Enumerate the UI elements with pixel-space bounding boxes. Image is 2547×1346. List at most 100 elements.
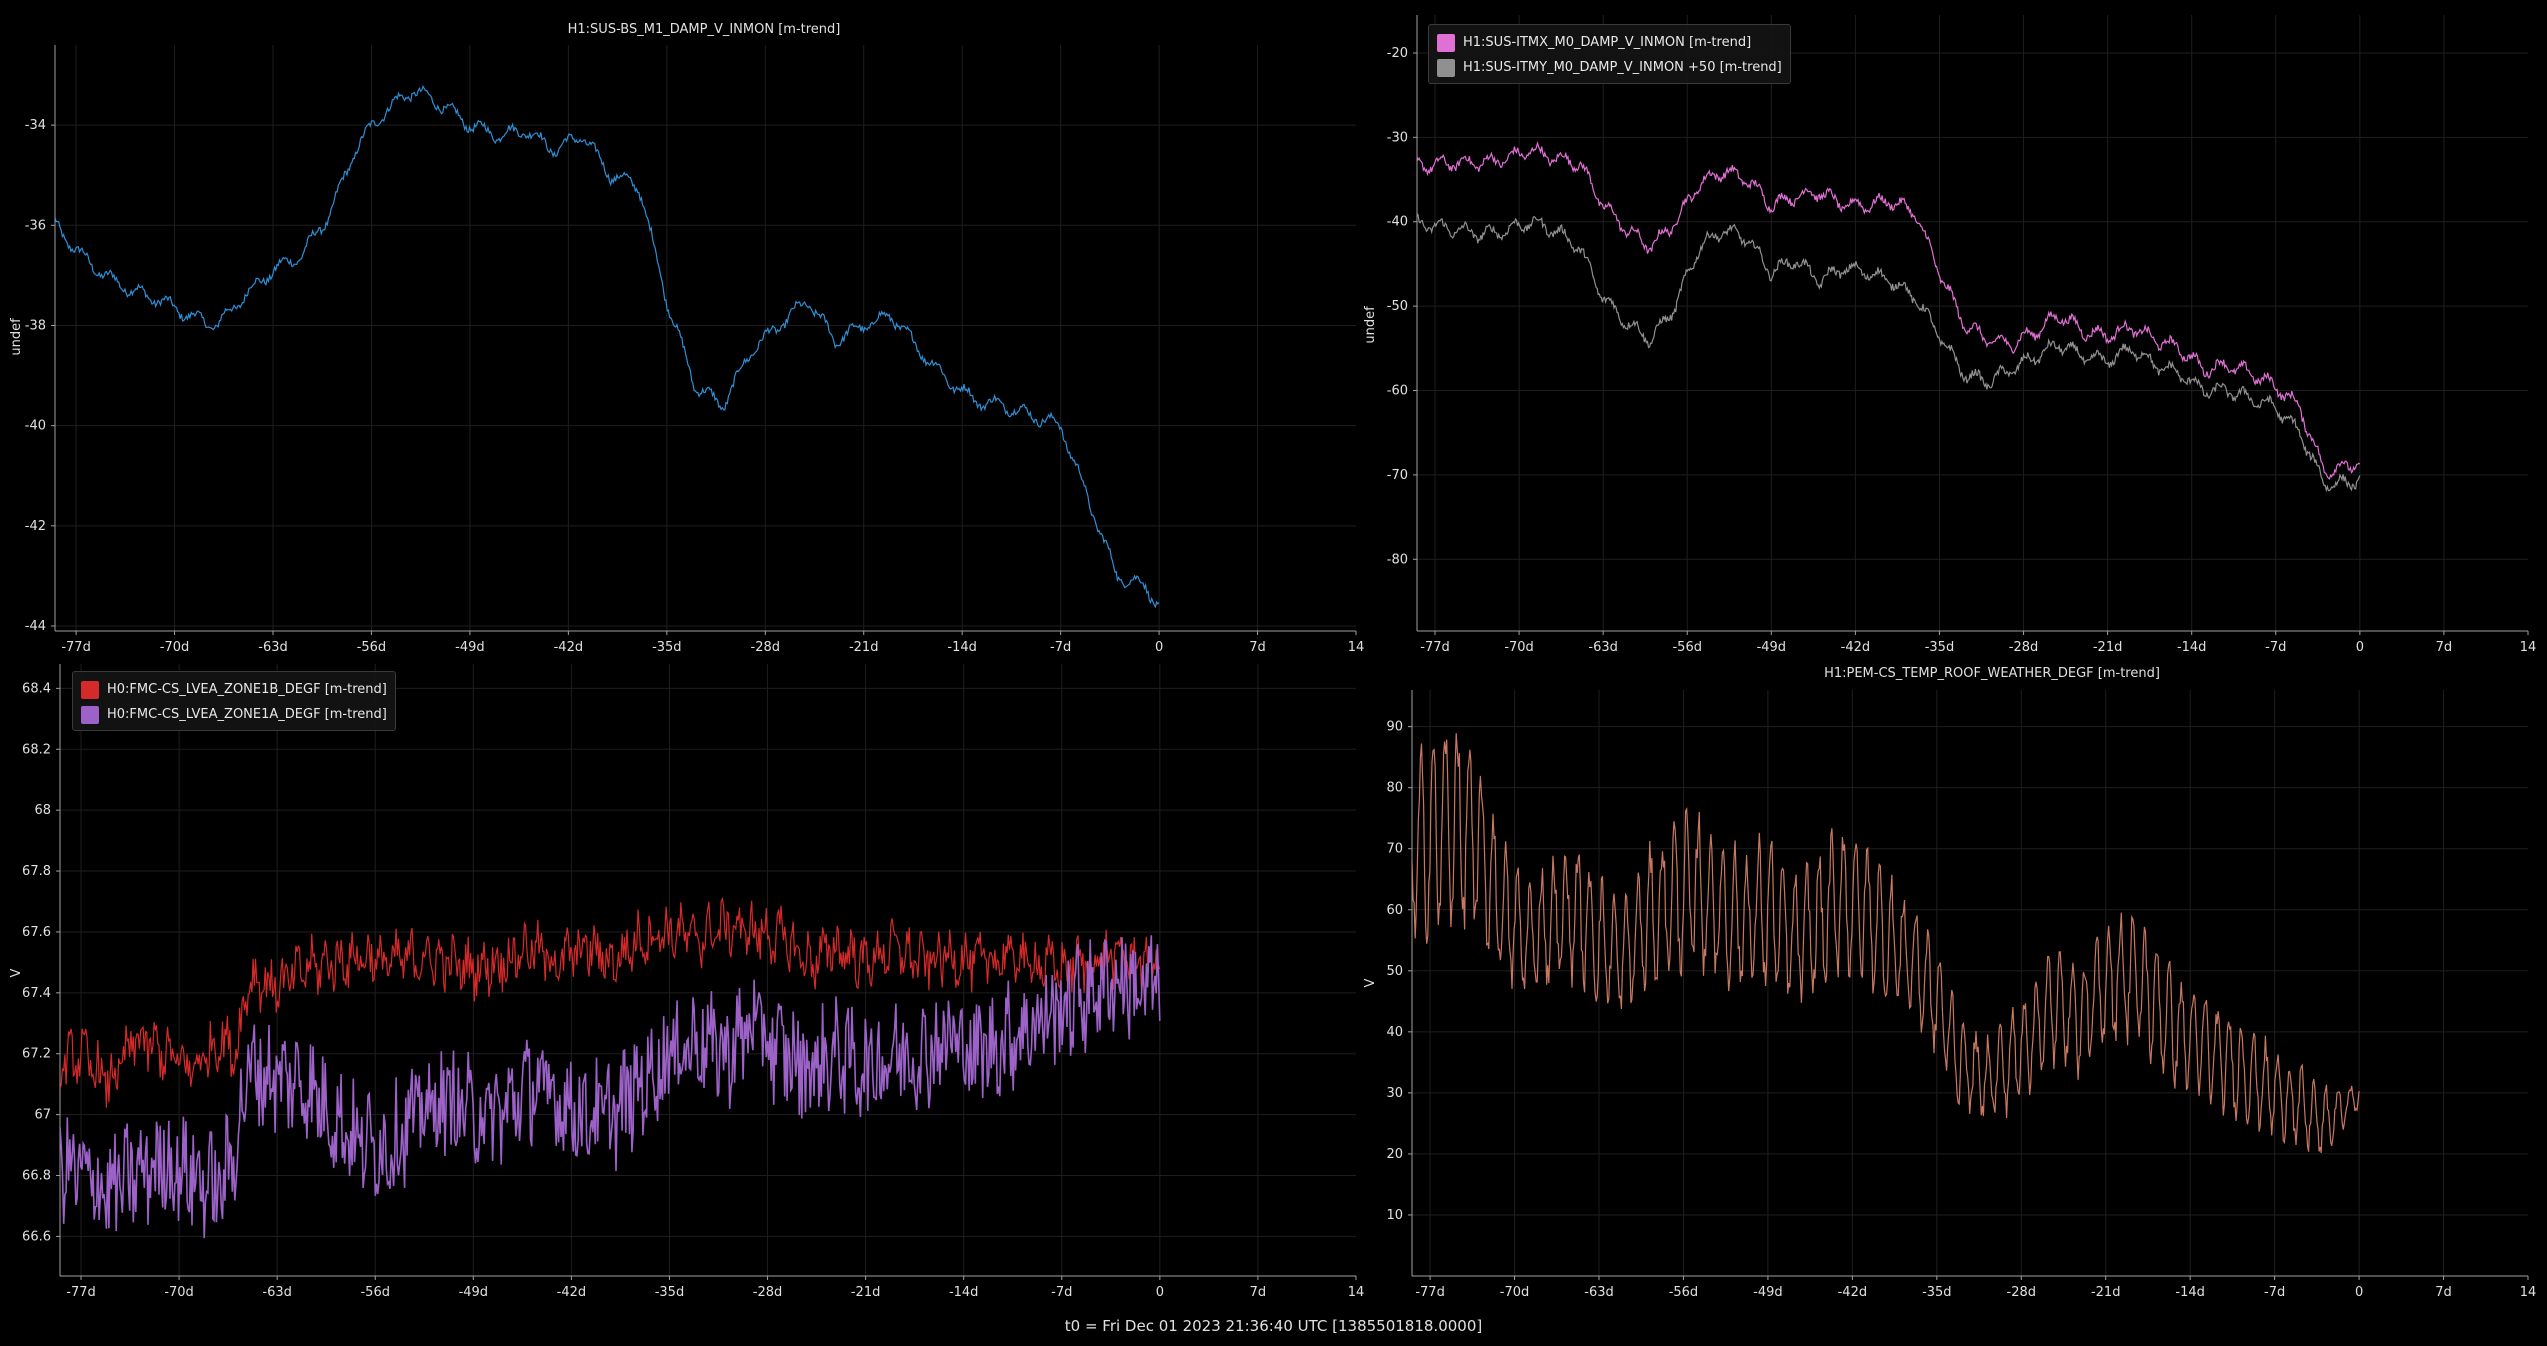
panel-1-y-tick-label: -20 <box>1387 46 1408 61</box>
panel-2-x-tick-label: 14 <box>1348 1285 1365 1300</box>
panel-3-y-tick-label: 10 <box>1386 1208 1403 1223</box>
panel-3-y-tick-label: 30 <box>1386 1086 1403 1101</box>
panel-2-y-tick-label: 67.2 <box>22 1047 51 1062</box>
legend-label-itmy: H1:SUS-ITMY_M0_DAMP_V_INMON +50 [m-trend… <box>1463 60 1782 75</box>
panel-0-x-tick-label: -42d <box>554 640 584 655</box>
panel-itm-damp: undef -77d -70d -63d -56d -49d -42d -35d -28d -2… <box>1363 15 2536 655</box>
panel-2-x-tick-label: -28d <box>753 1285 783 1300</box>
panel-3-x-tick-label: -42d <box>1838 1285 1868 1300</box>
panel-0-x-tick-label: -14d <box>947 640 977 655</box>
panel-0-y-tick-label: -34 <box>25 118 46 133</box>
panel-2-y-tick-label: 67.8 <box>22 864 51 879</box>
panel-0-ylabel: undef <box>9 318 24 356</box>
panel-2-legend: H0:FMC-CS_LVEA_ZONE1B_DEGF [m-trend] H0:… <box>72 671 396 731</box>
panel-3-y-tick-label: 60 <box>1386 903 1403 918</box>
panel-1-series-0-line <box>1417 141 2361 480</box>
panel-2-x-tick-label: -14d <box>949 1285 979 1300</box>
panel-1-x-tick-label: -70d <box>1504 640 1534 655</box>
panel-2-x-tick-label: -77d <box>66 1285 96 1300</box>
panel-2-x-tick-label: -7d <box>1051 1285 1072 1300</box>
panel-2-x-tick-label: -21d <box>851 1285 881 1300</box>
panel-3-x-tick-label: -21d <box>2091 1285 2121 1300</box>
panel-1-y-tick-label: -30 <box>1387 130 1408 145</box>
panel-2-x-tick-label: 7d <box>1250 1285 1267 1300</box>
panel-0-series-0-line <box>55 85 1160 609</box>
panel-2-y-tick-label: 68.4 <box>22 681 51 696</box>
panel-3-y-tick-label: 50 <box>1386 964 1403 979</box>
legend-item-zone1a[interactable]: H0:FMC-CS_LVEA_ZONE1A_DEGF [m-trend] <box>81 702 387 727</box>
panel-3-y-tick-label: 90 <box>1386 720 1403 735</box>
legend-label-zone1b: H0:FMC-CS_LVEA_ZONE1B_DEGF [m-trend] <box>107 682 387 697</box>
panel-1-series-1-line <box>1417 213 2361 493</box>
panel-0-x-tick-label: -70d <box>160 640 190 655</box>
panel-0-x-tick-label: -56d <box>357 640 387 655</box>
panel-0-y-tick-label: -40 <box>25 419 46 434</box>
panel-2-x-tick-label: -35d <box>655 1285 685 1300</box>
panel-0-x-tick-label: 14 <box>1348 640 1365 655</box>
panel-3-ylabel: V <box>1363 978 1378 987</box>
panel-3-x-tick-label: -63d <box>1584 1285 1614 1300</box>
panel-2-y-tick-label: 67 <box>34 1108 51 1123</box>
panel-0-x-tick-label: -7d <box>1050 640 1071 655</box>
panel-2-ylabel: V <box>9 968 24 977</box>
panel-1-x-tick-label: -77d <box>1420 640 1450 655</box>
legend-swatch-zone1a <box>81 705 99 724</box>
panel-0-title: H1:SUS-BS_M1_DAMP_V_INMON [m-trend] <box>568 22 841 37</box>
panel-3-y-tick-label: 80 <box>1386 781 1403 796</box>
panel-0-y-tick-label: -42 <box>25 519 46 534</box>
legend-label-itmx: H1:SUS-ITMX_M0_DAMP_V_INMON [m-trend] <box>1463 35 1752 50</box>
panel-1-x-tick-label: -35d <box>1925 640 1955 655</box>
panel-2-x-tick-label: -42d <box>557 1285 587 1300</box>
panel-2-x-tick-label: -56d <box>360 1285 390 1300</box>
legend-item-itmx[interactable]: H1:SUS-ITMX_M0_DAMP_V_INMON [m-trend] <box>1437 30 1782 55</box>
panel-3-series-0-line <box>1412 733 2360 1154</box>
panel-0-x-tick-label: -49d <box>455 640 485 655</box>
panel-3-title: H1:PEM-CS_TEMP_ROOF_WEATHER_DEGF [m-tren… <box>1824 666 2160 681</box>
legend-swatch-itmx <box>1437 33 1455 52</box>
panel-roof-weather: H1:PEM-CS_TEMP_ROOF_WEATHER_DEGF [m-tren… <box>1363 666 2536 1300</box>
legend-item-zone1b[interactable]: H0:FMC-CS_LVEA_ZONE1B_DEGF [m-trend] <box>81 677 387 702</box>
panel-bs-m1-damp: H1:SUS-BS_M1_DAMP_V_INMON [m-trend] unde… <box>9 22 1364 655</box>
panel-1-y-tick-label: -70 <box>1387 468 1408 483</box>
panel-0-x-tick-label: 0 <box>1155 640 1163 655</box>
panel-1-x-tick-label: 7d <box>2436 640 2453 655</box>
panel-lvea-zone: V -77d -70d -63d -56d -49d -42d -35d -28d -21d -1… <box>9 664 1364 1300</box>
panel-1-x-tick-label: -42d <box>1841 640 1871 655</box>
panel-0-x-tick-label: 7d <box>1249 640 1266 655</box>
time-origin-footer: t0 = Fri Dec 01 2023 21:36:40 UTC [13855… <box>1064 1317 1483 1335</box>
panel-3-x-tick-label: -56d <box>1669 1285 1699 1300</box>
panel-3-x-tick-label: 7d <box>2435 1285 2452 1300</box>
panel-3-y-tick-label: 40 <box>1386 1025 1403 1040</box>
panel-3-x-tick-label: -14d <box>2175 1285 2205 1300</box>
panel-0-x-tick-label: -28d <box>751 640 781 655</box>
panel-1-x-tick-label: -56d <box>1672 640 1702 655</box>
panel-1-x-tick-label: 0 <box>2356 640 2364 655</box>
panel-1-y-tick-label: -80 <box>1387 552 1408 567</box>
panel-3-x-tick-label: -70d <box>1500 1285 1530 1300</box>
panel-0-y-tick-label: -38 <box>25 318 46 333</box>
panel-1-y-tick-label: -60 <box>1387 384 1408 399</box>
legend-swatch-zone1b <box>81 680 99 699</box>
panel-1-x-tick-label: 14 <box>2520 640 2537 655</box>
panel-1-x-tick-label: -7d <box>2265 640 2286 655</box>
legend-swatch-itmy <box>1437 58 1455 77</box>
panel-0-y-tick-label: -36 <box>25 218 46 233</box>
panel-2-y-tick-label: 67.6 <box>22 925 51 940</box>
panel-3-x-tick-label: 0 <box>2355 1285 2363 1300</box>
panel-2-series-1-line <box>60 935 1161 1239</box>
panel-2-x-tick-label: 0 <box>1156 1285 1164 1300</box>
panel-3-x-tick-label: -49d <box>1753 1285 1783 1300</box>
panel-3-x-tick-label: -35d <box>1922 1285 1952 1300</box>
panel-3-x-tick-label: -7d <box>2264 1285 2285 1300</box>
panel-2-y-tick-label: 66.8 <box>22 1169 51 1184</box>
panel-1-x-tick-label: -21d <box>2093 640 2123 655</box>
panel-1-y-tick-label: -50 <box>1387 299 1408 314</box>
panel-3-y-tick-label: 70 <box>1386 842 1403 857</box>
panel-0-x-tick-label: -77d <box>61 640 91 655</box>
panel-1-x-tick-label: -49d <box>1757 640 1787 655</box>
panel-1-x-tick-label: -28d <box>2009 640 2039 655</box>
panel-3-x-tick-label: 14 <box>2520 1285 2537 1300</box>
panel-3-x-tick-label: -77d <box>1415 1285 1445 1300</box>
legend-item-itmy[interactable]: H1:SUS-ITMY_M0_DAMP_V_INMON +50 [m-trend… <box>1437 55 1782 80</box>
